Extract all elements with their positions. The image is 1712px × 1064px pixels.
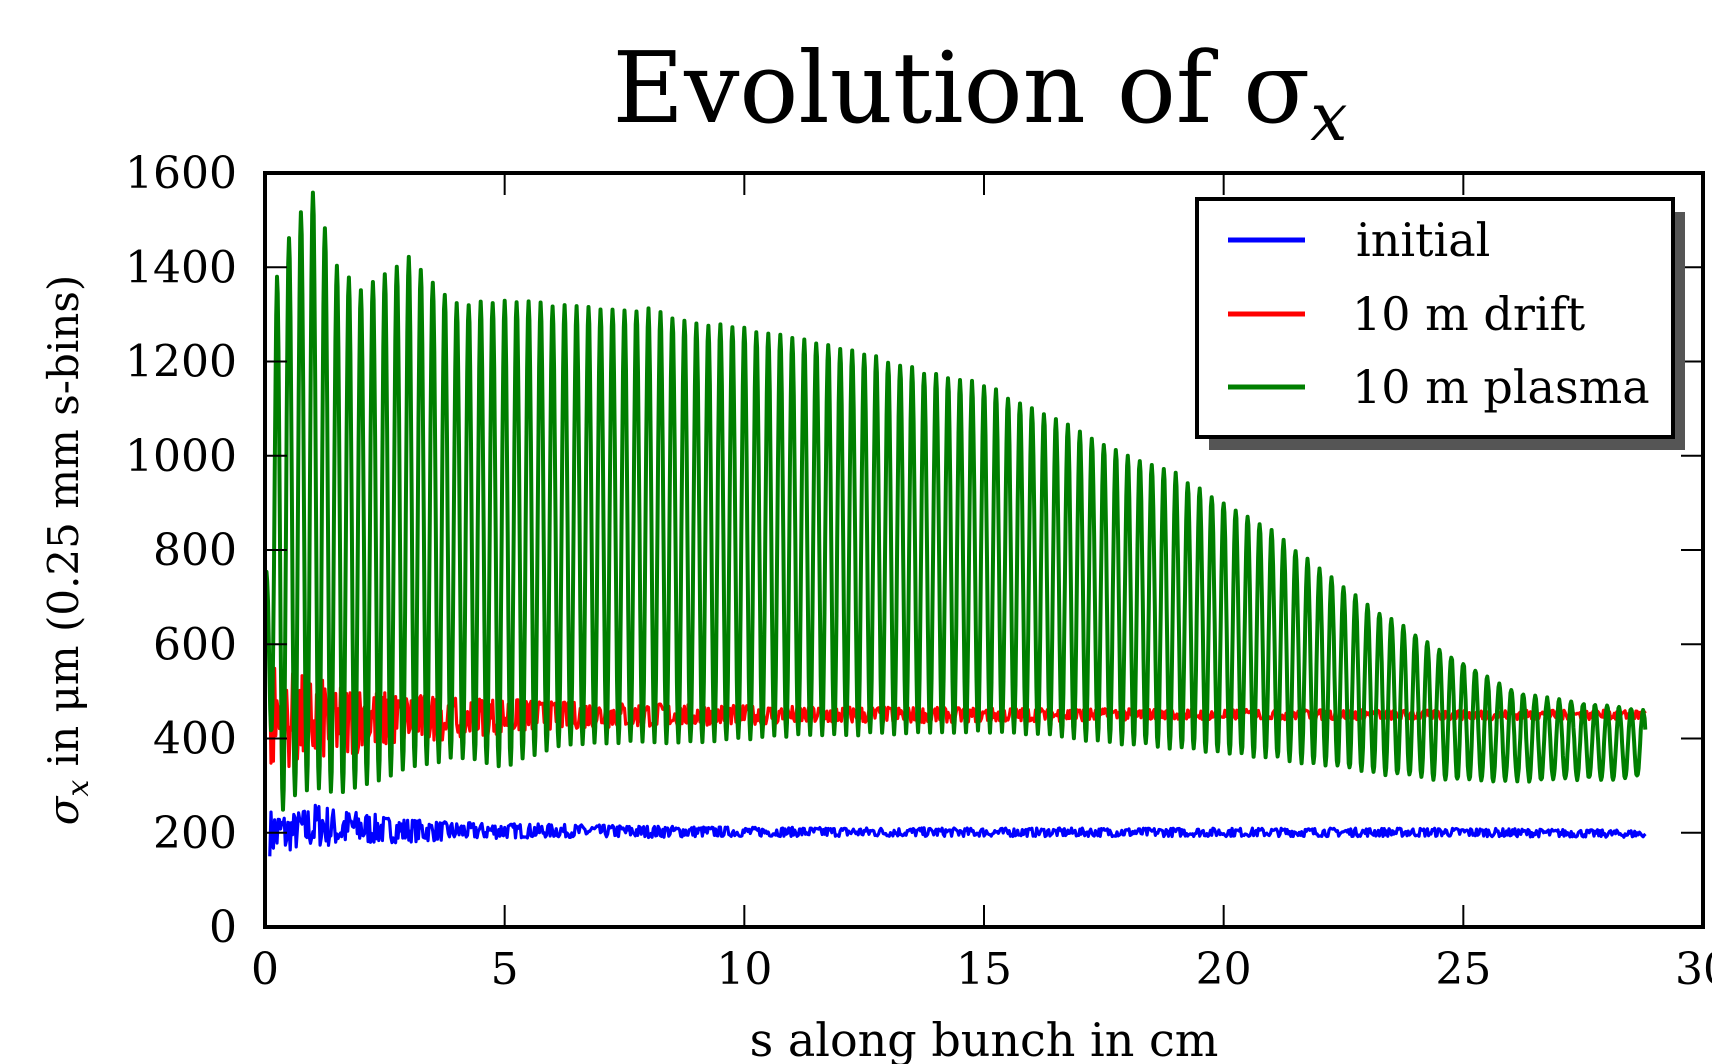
legend-label-plasma: 10 m plasma — [1352, 360, 1650, 414]
series-layer — [265, 190, 1648, 857]
plot-area: 0 5 10 15 20 25 30 0 200 400 600 800 1000 1200 1400 160… — [125, 148, 1712, 995]
x-tick-label: 15 — [956, 944, 1012, 995]
y-tick-label: 1200 — [125, 337, 237, 388]
x-tick-label: 20 — [1196, 944, 1252, 995]
x-tick-label: 5 — [491, 944, 519, 995]
x-tick-label: 30 — [1675, 944, 1712, 995]
x-tick-label: 10 — [716, 944, 772, 995]
x-axis-label: s along bunch in cm — [750, 1013, 1219, 1064]
series-initial-line — [268, 803, 1647, 857]
series-plasma-line — [265, 190, 1648, 812]
y-tick-label: 200 — [153, 808, 237, 859]
y-tick-label: 400 — [153, 714, 237, 765]
chart-title: Evolution of σx — [613, 32, 1348, 156]
legend-label-drift: 10 m drift — [1352, 287, 1586, 341]
y-tick-label: 1000 — [125, 431, 237, 482]
y-tick-label: 1400 — [125, 242, 237, 293]
x-tick-label: 25 — [1435, 944, 1491, 995]
y-tick-label: 600 — [153, 619, 237, 670]
y-tick-label: 800 — [153, 525, 237, 576]
ticks-layer: 0 5 10 15 20 25 30 0 200 400 600 800 1000 1200 1400 160… — [125, 148, 1712, 995]
x-tick-label: 0 — [251, 944, 279, 995]
y-tick-label: 0 — [209, 902, 237, 953]
legend: initial 10 m drift 10 m plasma — [1195, 197, 1685, 450]
y-axis-label: σx in μm (0.25 mm s-bins) — [39, 275, 96, 826]
y-tick-label: 1600 — [125, 148, 237, 199]
legend-label-initial: initial — [1356, 213, 1490, 267]
